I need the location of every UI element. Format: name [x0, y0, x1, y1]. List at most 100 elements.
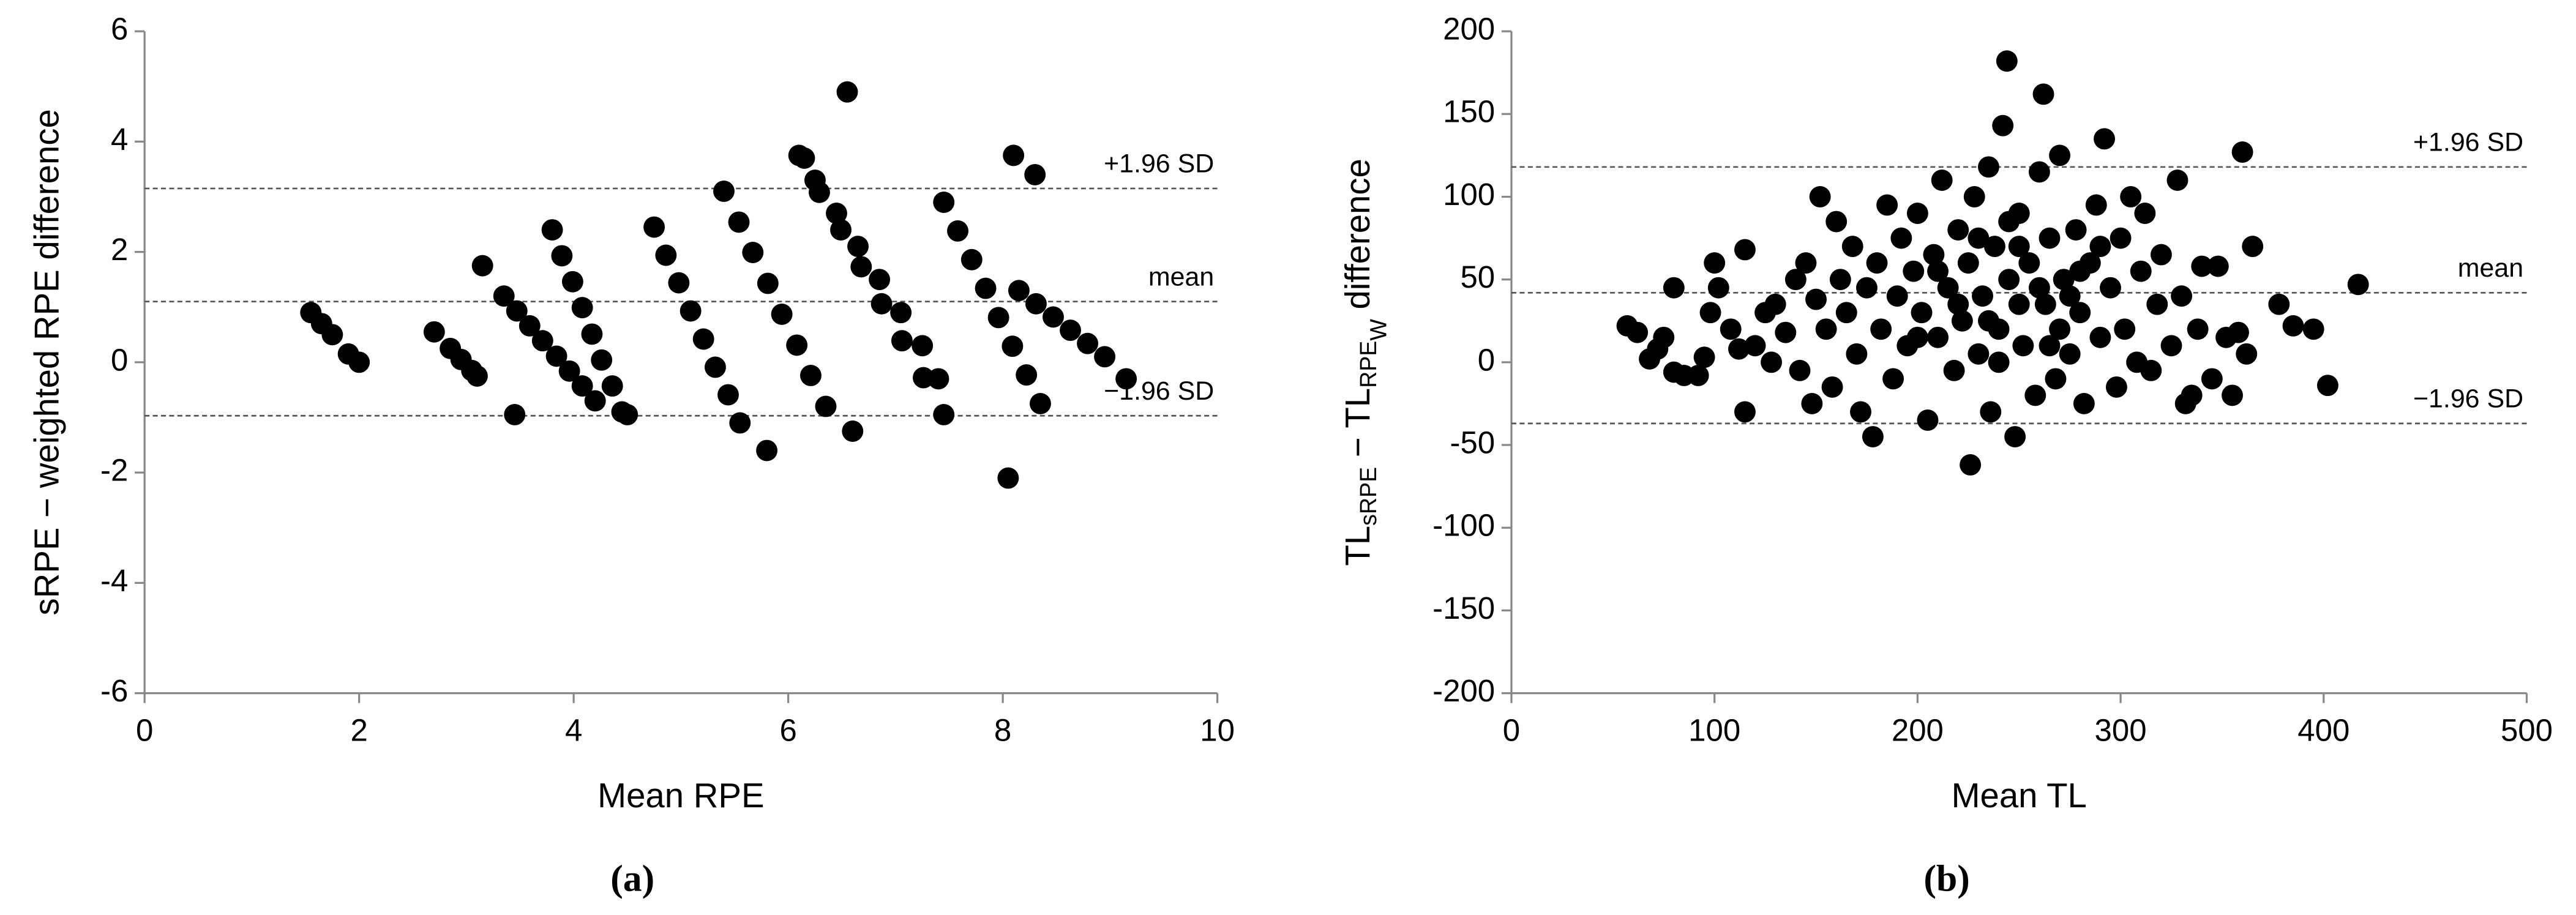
y-axis-label-part: W: [1365, 319, 1391, 341]
point: [975, 277, 997, 299]
reference-label: +1.96 SD: [1104, 149, 1214, 179]
point: [2222, 384, 2243, 406]
point: [2228, 321, 2249, 343]
point: [1968, 343, 1990, 365]
point: [1998, 211, 2020, 233]
point: [1947, 293, 1969, 315]
point: [1663, 277, 1685, 299]
y-tick-label: 2: [111, 232, 128, 267]
point: [655, 244, 677, 266]
y-axis-label-part: sRPE: [1355, 467, 1381, 526]
point: [2114, 318, 2136, 340]
point: [1707, 277, 1729, 299]
x-axis-label: Mean RPE: [597, 776, 764, 815]
point: [1060, 319, 1081, 342]
point: [1693, 346, 1715, 368]
point: [1906, 203, 1928, 224]
point: [2100, 277, 2121, 299]
point: [561, 271, 583, 293]
point: [1809, 186, 1831, 207]
point: [1906, 326, 1928, 348]
reference-label: −1.96 SD: [2413, 384, 2523, 414]
point: [729, 412, 751, 434]
point: [1764, 293, 1786, 315]
point: [1002, 335, 1024, 357]
point: [2171, 285, 2193, 307]
point: [1927, 326, 1949, 348]
point: [1998, 269, 2020, 291]
point: [2150, 244, 2172, 266]
point: [506, 300, 528, 322]
point: [1957, 252, 1979, 274]
point: [551, 245, 573, 267]
point: [571, 375, 593, 397]
x-tick-label: 4: [565, 712, 582, 747]
x-tick-label: 10: [1200, 712, 1235, 747]
point: [1016, 364, 1038, 386]
point: [830, 219, 852, 241]
point: [1627, 321, 1649, 343]
point: [728, 211, 750, 233]
point: [1835, 302, 1857, 324]
point: [804, 169, 826, 191]
point: [2110, 227, 2132, 249]
y-tick-label: 0: [111, 342, 128, 377]
point: [1927, 260, 1949, 282]
point: [1996, 50, 2018, 72]
point: [2140, 359, 2162, 381]
point: [2166, 169, 2188, 191]
point: [584, 390, 606, 412]
y-tick-label: 6: [111, 12, 128, 47]
y-tick-label: -4: [100, 563, 128, 598]
point: [1077, 332, 1099, 354]
y-tick-label: -2: [100, 453, 128, 488]
y-tick-label: -100: [1432, 508, 1495, 543]
point: [2069, 302, 2091, 324]
point: [2053, 269, 2075, 291]
point: [705, 356, 726, 378]
point: [1980, 401, 2002, 423]
y-tick-label: -200: [1432, 673, 1495, 708]
point: [2191, 255, 2213, 277]
x-tick-label: 300: [2095, 712, 2147, 747]
point: [1801, 392, 1823, 414]
point: [2302, 318, 2324, 340]
point: [793, 147, 815, 169]
point: [799, 365, 822, 386]
point: [756, 439, 778, 461]
y-tick-label: 200: [1443, 12, 1495, 47]
y-axis-label-part: − TL: [1338, 388, 1377, 467]
point: [1720, 318, 1742, 340]
point: [2236, 343, 2258, 365]
caption: (b): [1923, 857, 1969, 899]
x-axis-label: Mean TL: [1952, 776, 2087, 815]
point: [321, 324, 343, 346]
point: [713, 181, 735, 202]
point: [1923, 244, 1945, 266]
point: [2231, 141, 2253, 163]
point: [2242, 236, 2264, 258]
point: [1815, 318, 1837, 340]
point: [2008, 293, 2030, 315]
point: [1862, 426, 1884, 447]
point: [616, 404, 638, 425]
point: [1988, 351, 2010, 373]
point: [531, 330, 553, 352]
point: [1025, 293, 1047, 315]
point: [757, 272, 779, 294]
x-tick-label: 0: [1503, 712, 1520, 747]
y-tick-label: -50: [1450, 425, 1495, 460]
point: [890, 302, 912, 324]
point: [2039, 227, 2061, 249]
point: [1744, 335, 1766, 357]
point: [933, 404, 955, 425]
point: [933, 192, 955, 213]
point: [1805, 288, 1827, 310]
point: [1972, 285, 1993, 307]
x-tick-label: 400: [2297, 712, 2349, 747]
point: [2049, 318, 2071, 340]
y-tick-label: -150: [1432, 591, 1495, 626]
point: [643, 216, 665, 238]
